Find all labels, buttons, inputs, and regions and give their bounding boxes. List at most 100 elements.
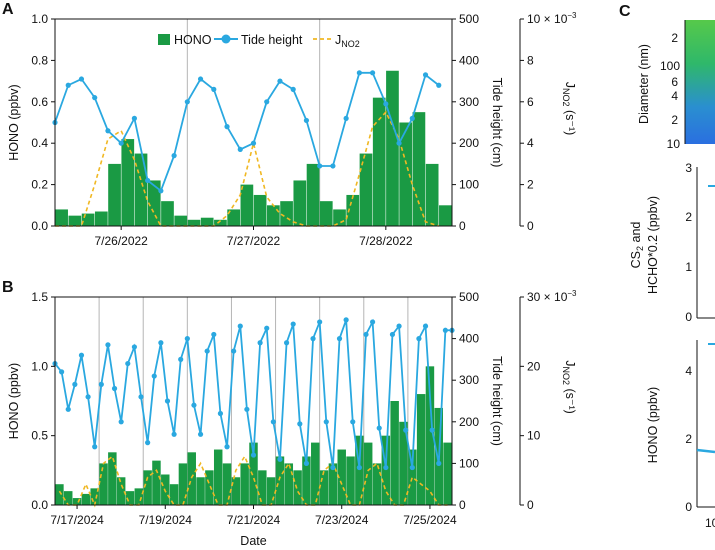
tide-point: [317, 319, 323, 325]
tide-point: [330, 163, 336, 169]
jno2-exponent: −3: [567, 289, 577, 298]
jno2-tick-label: 0: [527, 498, 534, 512]
hono-bar: [152, 460, 161, 505]
panel-a-jno2-line: [55, 110, 440, 227]
panel-c-heatmap: [685, 20, 715, 144]
right-axis-label: Tide height (cm): [490, 78, 504, 168]
right-tick-label: 300: [459, 95, 479, 109]
tide-point: [105, 128, 111, 134]
tide-point: [429, 427, 435, 433]
hono-bar: [253, 194, 267, 226]
hono-bar: [231, 477, 241, 505]
x-tick-label: 7/25/2024: [403, 513, 457, 527]
hono-bar: [408, 449, 417, 505]
hono-bar: [169, 484, 179, 505]
hono-bar: [55, 484, 64, 505]
x-tick-label: 7/26/2022: [94, 234, 148, 248]
panel-c-tick: 6: [671, 75, 678, 89]
hono-bar: [147, 180, 161, 226]
panel-c-tick: 1: [685, 260, 692, 274]
tide-point: [184, 99, 190, 105]
hono-bar: [187, 219, 201, 226]
hono-bar: [214, 219, 227, 226]
tide-point: [257, 340, 263, 346]
tide-point: [396, 140, 402, 146]
panel-c-tick: 2: [671, 113, 678, 127]
hono-bar: [319, 470, 329, 505]
jno2-subscript: NO2: [561, 88, 571, 107]
tide-point: [217, 410, 224, 417]
tide-point: [224, 124, 230, 130]
jno2-tick-label: 20: [527, 359, 541, 373]
panel-b-jno2-line: [58, 454, 448, 508]
tide-point: [171, 431, 177, 437]
tide-point: [224, 444, 230, 450]
tide-point: [389, 331, 396, 338]
tide-point: [231, 348, 237, 354]
left-tick-label: 1.0: [31, 12, 48, 26]
tide-point: [118, 140, 124, 146]
tide-point: [59, 369, 65, 375]
panel-c-tick: 10: [667, 137, 681, 151]
legend-jno2-label: JNO2: [335, 33, 360, 49]
tide-point: [436, 460, 442, 466]
tide-point: [85, 394, 91, 400]
tide-point: [92, 95, 98, 101]
hono-bar: [293, 180, 307, 226]
panel-c-tick: 4: [685, 364, 692, 378]
hono-bar: [311, 442, 320, 505]
hono-bar: [372, 463, 382, 505]
right-tick-label: 100: [459, 456, 479, 470]
hono-bar: [125, 491, 135, 505]
right-tick-label: 500: [459, 290, 479, 304]
tide-point: [264, 325, 270, 331]
hono-bar: [266, 205, 280, 226]
left-tick-label: 0.0: [31, 498, 48, 512]
x-axis-label: Date: [240, 534, 266, 548]
tide-point: [145, 177, 151, 184]
tide-point: [145, 440, 151, 446]
panel-b-tide-line: [52, 317, 455, 471]
panel-b-axes: 0.0 0.5 1.0 1.5 0 100 200 300 400 500 0 10 20 30 × 10…: [7, 289, 577, 548]
tide-point: [78, 76, 85, 82]
tide-point: [197, 431, 204, 437]
right-tick-label: 300: [459, 373, 479, 387]
hono-bar: [134, 488, 144, 505]
hono-bar: [399, 421, 408, 505]
tide-point: [409, 115, 415, 121]
hono-bar: [121, 139, 135, 226]
tide-point: [343, 115, 349, 121]
hono-bar: [372, 97, 386, 226]
x-tick-label: 7/27/2022: [227, 234, 281, 248]
tide-point: [211, 86, 217, 92]
right-tick-label: 0: [459, 498, 466, 512]
hono-bar: [425, 366, 435, 505]
hono-bar: [81, 493, 91, 505]
tide-point: [237, 146, 243, 153]
jno2-tick-label: 2: [527, 178, 534, 192]
hono-bar: [72, 498, 82, 505]
hono-bar: [81, 213, 95, 226]
hono-bar: [68, 215, 82, 226]
tide-point: [422, 323, 429, 329]
tide-line: [54, 71, 440, 193]
tide-point: [237, 323, 243, 329]
jno2-axis-label: JNO2 (s⁻¹): [561, 360, 577, 414]
hono-bar: [355, 435, 364, 505]
panel-label-a: A: [2, 1, 14, 18]
hono-bar: [196, 477, 205, 505]
panel-c-hcho-label: HCHO*0.2 (ppbv): [646, 196, 660, 294]
right-tick-label: 500: [459, 12, 479, 26]
hono-bar: [390, 401, 399, 505]
jno2-tick-label: 30 × 10−3: [527, 289, 577, 304]
tide-point: [297, 421, 303, 427]
left-tick-label: 0.8: [31, 53, 48, 67]
tide-point: [277, 456, 283, 462]
left-tick-label: 0.5: [31, 429, 48, 443]
tide-point: [422, 72, 429, 78]
hono-bar: [240, 463, 249, 505]
tide-point: [317, 163, 323, 169]
hono-bar: [63, 491, 73, 505]
tide-point: [403, 427, 409, 433]
hono-bar: [108, 163, 121, 226]
